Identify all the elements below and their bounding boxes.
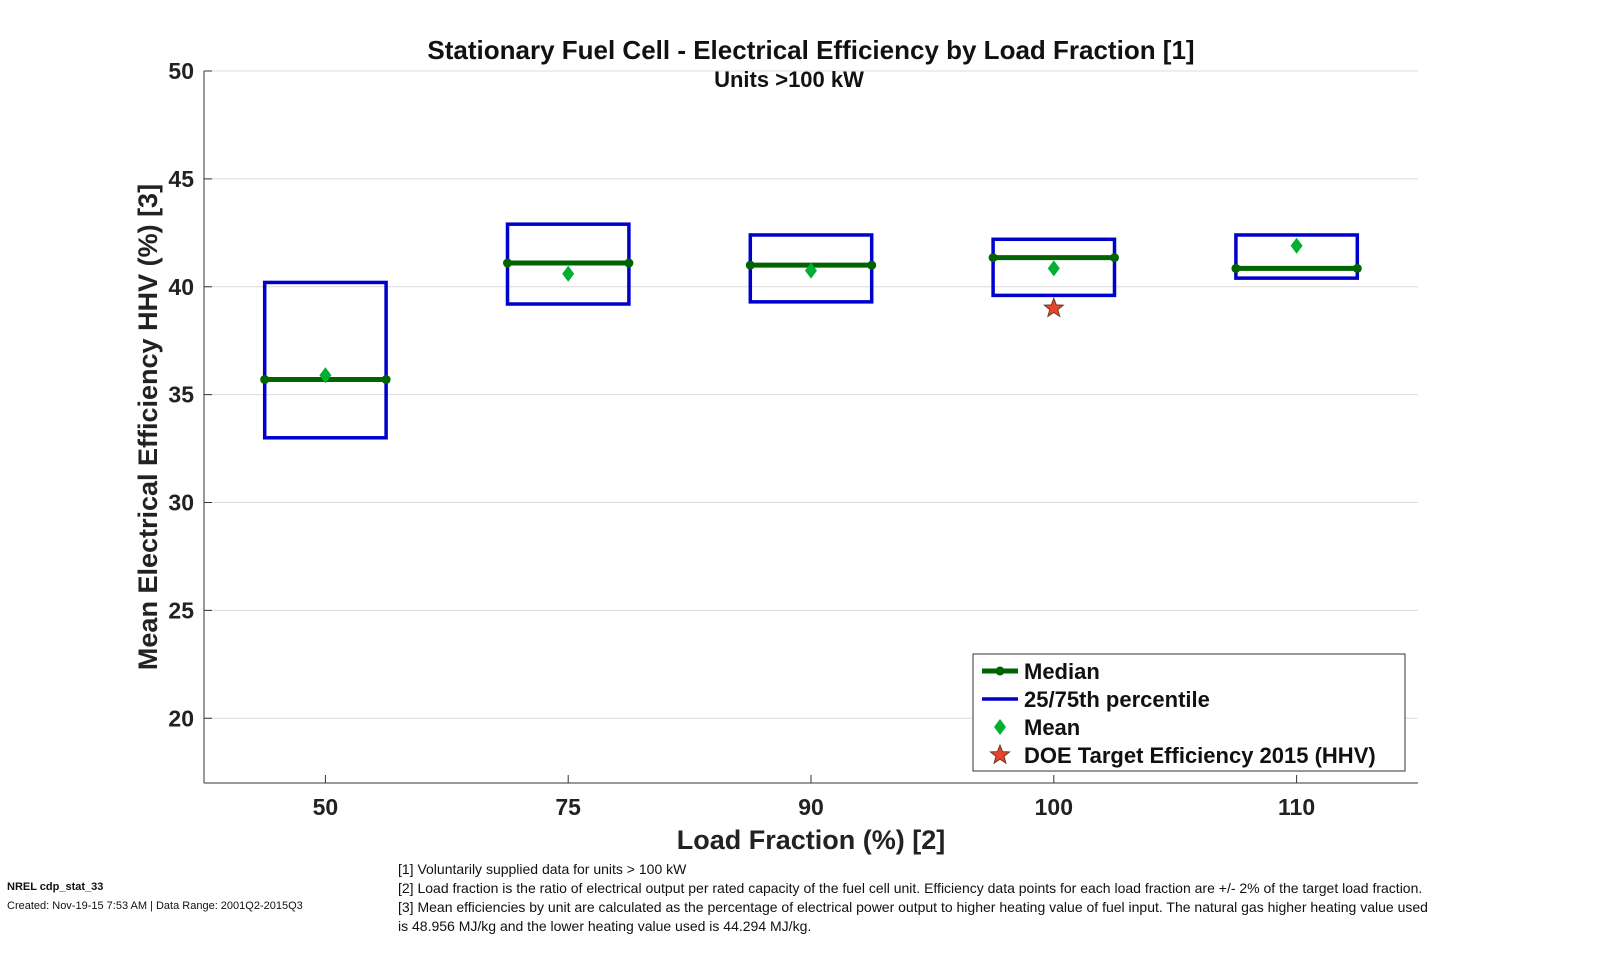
percentile-box bbox=[1234, 233, 1360, 280]
chart-id: NREL cdp_stat_33 bbox=[7, 881, 104, 893]
y-tick-label: 20 bbox=[168, 705, 194, 731]
chart-subtitle: Units >100 kW bbox=[714, 67, 864, 92]
median-marker bbox=[503, 258, 512, 268]
y-axis-label: Mean Electrical Efficiency HHV (%) [3] bbox=[133, 184, 163, 670]
doe-target-marker bbox=[1042, 296, 1065, 318]
median-marker bbox=[624, 258, 634, 268]
median-marker bbox=[1110, 253, 1119, 263]
x-axis-label: Load Fraction (%) [2] bbox=[677, 825, 946, 855]
legend-median-icon bbox=[995, 666, 1005, 676]
legend-label: 25/75th percentile bbox=[1024, 687, 1210, 712]
footnote-3-cont: is 48.956 MJ/kg and the lower heating va… bbox=[398, 918, 812, 934]
percentile-box bbox=[262, 280, 388, 440]
median-marker bbox=[1352, 263, 1362, 273]
median-marker bbox=[745, 260, 755, 270]
y-tick-label: 30 bbox=[168, 490, 194, 516]
mean-marker bbox=[1290, 237, 1303, 254]
y-tick-label: 40 bbox=[168, 274, 194, 300]
legend-label: DOE Target Efficiency 2015 (HHV) bbox=[1024, 743, 1376, 768]
percentile-box bbox=[991, 237, 1117, 298]
y-tick-label: 35 bbox=[168, 382, 194, 408]
footnote-1: [1] Voluntarily supplied data for units … bbox=[398, 861, 687, 877]
legend-label: Mean bbox=[1024, 715, 1080, 740]
mean-marker bbox=[1047, 260, 1060, 277]
x-tick-label: 50 bbox=[313, 794, 339, 820]
legend-mean-icon bbox=[994, 719, 1006, 735]
x-tick-label: 90 bbox=[798, 794, 824, 820]
y-tick-label: 25 bbox=[168, 597, 194, 623]
y-tick-label: 45 bbox=[168, 166, 194, 192]
mean-marker bbox=[319, 367, 332, 384]
footnote-3: [3] Mean efficiencies by unit are calcul… bbox=[398, 899, 1428, 915]
median-marker bbox=[988, 253, 998, 263]
created-info: Created: Nov-19-15 7:53 AM | Data Range:… bbox=[7, 900, 303, 912]
median-marker bbox=[381, 375, 391, 385]
median-marker bbox=[1231, 263, 1241, 273]
x-tick-label: 100 bbox=[1035, 794, 1073, 820]
x-tick-label: 110 bbox=[1278, 794, 1315, 820]
y-tick-label: 50 bbox=[168, 58, 194, 84]
chart-title: Stationary Fuel Cell - Electrical Effici… bbox=[427, 35, 1194, 65]
mean-marker bbox=[805, 262, 817, 279]
legend-label: Median bbox=[1024, 659, 1100, 684]
footnote-2: [2] Load fraction is the ratio of electr… bbox=[398, 880, 1423, 896]
legend-box bbox=[972, 653, 1406, 772]
mean-marker bbox=[562, 265, 575, 282]
legend-doe-icon bbox=[989, 743, 1011, 765]
x-tick-label: 75 bbox=[555, 794, 581, 820]
median-marker bbox=[867, 260, 877, 270]
median-marker bbox=[260, 375, 270, 385]
legend: Median 25/75th percentile Mean DOE Target E… bbox=[972, 653, 1406, 772]
